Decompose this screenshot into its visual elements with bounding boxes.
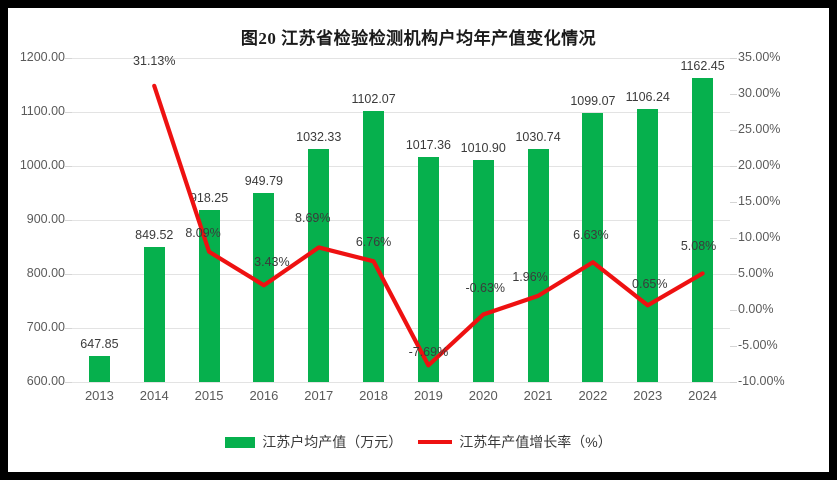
- x-axis-tick-label: 2015: [194, 388, 224, 403]
- bar-value-label: 949.79: [244, 174, 284, 189]
- left-tick-mark: [65, 328, 72, 329]
- x-axis-tick-label: 2023: [633, 388, 663, 403]
- bar-value-label: 647.85: [80, 337, 119, 352]
- right-tick-mark: [730, 166, 737, 167]
- x-axis-tick-label: 2017: [304, 388, 334, 403]
- left-tick-mark: [65, 166, 72, 167]
- growth-rate-value-label: 6.76%: [355, 235, 392, 250]
- right-tick-mark: [730, 94, 737, 95]
- bar-value-label: 1030.74: [515, 130, 561, 145]
- right-axis-tick-label: 30.00%: [738, 86, 781, 100]
- right-axis-tick-label: 15.00%: [738, 194, 781, 208]
- gridline: [72, 166, 730, 167]
- growth-rate-value-label: 31.13%: [133, 53, 176, 68]
- left-tick-mark: [65, 274, 72, 275]
- legend-label-line: 江苏年产值增长率（%）: [459, 434, 612, 450]
- bar-value-label: 918.25: [189, 191, 229, 206]
- x-axis-tick-label: 2020: [468, 388, 498, 403]
- right-axis-tick-label: 35.00%: [738, 50, 781, 64]
- bar-value-label: 1102.07: [351, 91, 396, 106]
- left-tick-mark: [65, 58, 72, 59]
- growth-rate-value-label: 6.63%: [573, 228, 609, 243]
- right-tick-mark: [730, 58, 737, 59]
- left-axis-tick-label: 600.00: [26, 374, 65, 388]
- bar[interactable]: [253, 193, 275, 382]
- x-axis-tick-label: 2022: [578, 388, 608, 403]
- x-axis-tick-label: 2024: [688, 388, 718, 403]
- left-tick-mark: [65, 382, 72, 383]
- growth-rate-value-label: 1.96%: [512, 269, 548, 284]
- growth-rate-value-label: 8.09%: [185, 225, 221, 240]
- left-axis-tick-label: 1000.00: [19, 158, 65, 172]
- x-axis-tick-label: 2013: [84, 388, 114, 403]
- right-axis-tick-label: -5.00%: [738, 338, 778, 352]
- right-tick-mark: [730, 130, 737, 131]
- gridline: [72, 328, 730, 329]
- bar[interactable]: [308, 148, 330, 382]
- x-axis-tick-label: 2021: [523, 388, 553, 403]
- bar[interactable]: [143, 247, 165, 382]
- right-axis-tick-label: 0.00%: [738, 302, 774, 316]
- left-axis-tick-label: 1200.00: [19, 50, 65, 64]
- growth-rate-value-label: 5.08%: [680, 239, 717, 254]
- growth-rate-value-label: 3.43%: [254, 255, 290, 270]
- left-axis-tick-label: 900.00: [26, 212, 65, 226]
- bar[interactable]: [582, 112, 604, 382]
- gridline: [72, 382, 730, 383]
- x-axis-tick-label: 2019: [413, 388, 443, 403]
- x-axis-tick-label: 2016: [249, 388, 279, 403]
- left-tick-mark: [65, 220, 72, 221]
- legend-item-line: 江苏年产值增长率（%）: [418, 432, 612, 452]
- right-tick-mark: [730, 382, 737, 383]
- growth-rate-value-label: 0.65%: [632, 277, 668, 292]
- legend-label-bar: 江苏户均产值（万元）: [262, 434, 403, 450]
- bar-value-label: 1162.45: [680, 59, 725, 74]
- gridline: [72, 220, 730, 221]
- plot-area: 600.00 700.00 800.00 900.00 1000.00 1100.00 12…: [20, 50, 785, 388]
- chart-title: 图20 江苏省检验检测机构户均年产值变化情况: [240, 29, 597, 48]
- bar[interactable]: [472, 160, 494, 382]
- gridline: [72, 274, 730, 275]
- bar-swatch-green-icon: [225, 436, 256, 448]
- growth-rate-value-label: 8.69%: [295, 211, 331, 226]
- legend-item-bar: 江苏户均产值（万元）: [225, 432, 402, 452]
- chart-page: 图20 江苏省检验检测机构户均年产值变化情况 600.00 700.00 800.0…: [8, 8, 829, 472]
- right-axis-tick-label: 25.00%: [738, 122, 781, 136]
- right-tick-mark: [730, 346, 737, 347]
- bar[interactable]: [692, 78, 714, 382]
- left-axis-tick-label: 800.00: [26, 266, 65, 280]
- right-axis-tick-label: 5.00%: [738, 266, 774, 280]
- x-axis: 2013 2014 2015 2016 2017 2018 2019 2020 2021 2022…: [72, 388, 730, 408]
- bar-value-label: 1032.33: [296, 129, 342, 144]
- right-tick-mark: [730, 310, 737, 311]
- right-tick-mark: [730, 202, 737, 203]
- growth-rate-value-label: -0.63%: [465, 280, 506, 295]
- right-axis-tick-label: 10.00%: [738, 230, 781, 244]
- x-axis-tick-label: 2014: [139, 388, 169, 403]
- left-tick-mark: [65, 112, 72, 113]
- right-axis-tick-label: 20.00%: [738, 158, 781, 172]
- gridline: [72, 58, 730, 59]
- bar[interactable]: [527, 149, 549, 382]
- bar[interactable]: [88, 356, 110, 382]
- line-swatch-red-icon: [418, 440, 453, 444]
- right-tick-mark: [730, 274, 737, 275]
- x-axis-tick-label: 2018: [359, 388, 389, 403]
- right-axis-tick-label: -10.00%: [738, 374, 785, 388]
- left-axis-tick-label: 1100.00: [20, 104, 65, 118]
- left-axis-tick-label: 700.00: [26, 320, 65, 334]
- bar-value-label: 1106.24: [625, 89, 670, 104]
- right-tick-mark: [730, 238, 737, 239]
- growth-rate-value-label: -7.69%: [408, 345, 449, 360]
- chart-legend: 江苏户均产值（万元） 江苏年产值增长率（%）: [8, 432, 829, 452]
- bar[interactable]: [637, 108, 659, 382]
- gridline: [72, 112, 730, 113]
